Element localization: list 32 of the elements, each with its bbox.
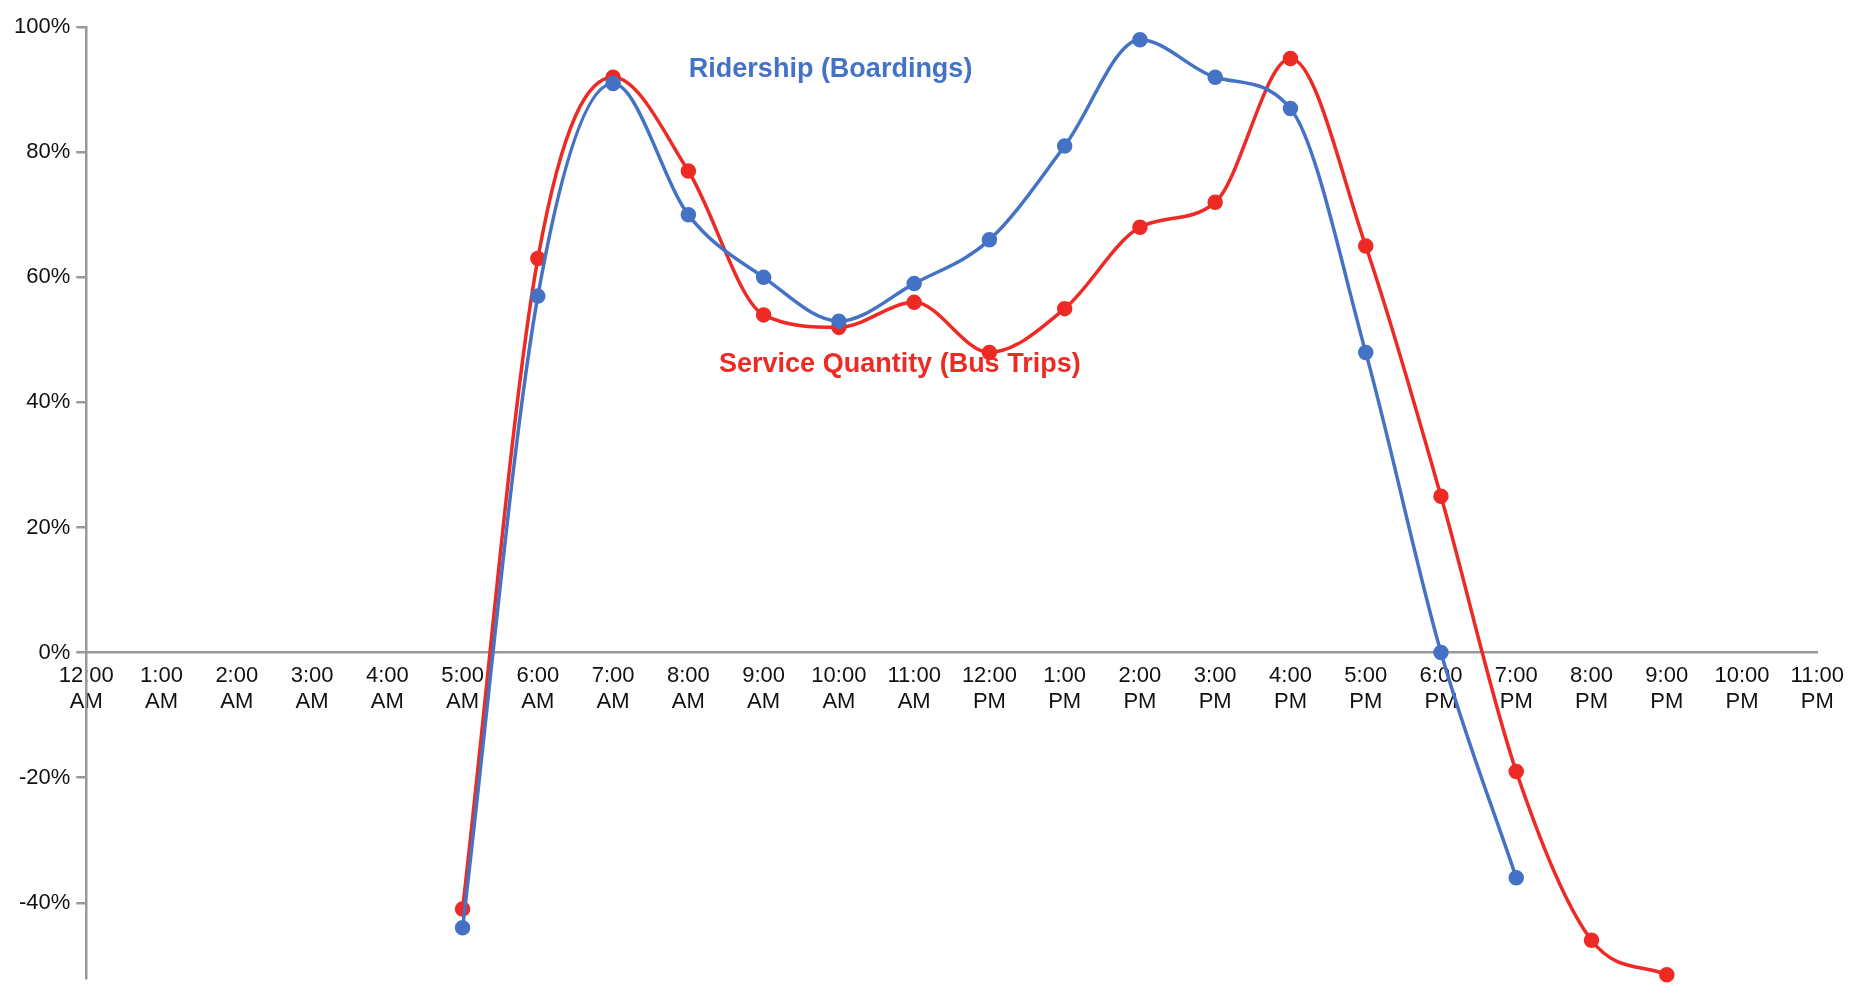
x-tick-label: 9:00 PM bbox=[1645, 661, 1689, 714]
x-tick-label: 8:00 AM bbox=[666, 661, 710, 714]
x-tick-label: 3:00 AM bbox=[290, 661, 334, 714]
x-tick-label: 10:00 AM bbox=[811, 661, 867, 714]
x-tick-label: 5:00 AM bbox=[441, 661, 484, 714]
y-tick-label: 80% bbox=[26, 138, 71, 164]
text: Ridership (Boardings) bbox=[688, 53, 973, 84]
y-tick-label: 20% bbox=[26, 513, 71, 539]
x-tick-label: 7:00 PM bbox=[1494, 661, 1538, 714]
x-tick-label: 8:00 PM bbox=[1570, 661, 1613, 714]
y-tick-label: 0% bbox=[38, 638, 71, 664]
x-tick-label: 1:00 PM bbox=[1043, 661, 1087, 714]
x-tick-label: 11:00 AM bbox=[887, 661, 941, 714]
y-tick-label: 100% bbox=[13, 13, 71, 39]
x-tick-label: 6:00 AM bbox=[516, 661, 560, 714]
y-tick-label: -40% bbox=[18, 888, 71, 914]
x-tick-label: 11:00 PM bbox=[1790, 661, 1844, 714]
x-tick-label: 12:00 PM bbox=[961, 661, 1017, 714]
x-tick-label: 2:00 AM bbox=[215, 661, 259, 714]
y-tick-label: 60% bbox=[26, 263, 71, 289]
x-tick-label: 2:00 PM bbox=[1118, 661, 1162, 714]
x-tick-label: 3:00 PM bbox=[1193, 661, 1237, 714]
x-tick-label: 4:00 AM bbox=[365, 661, 409, 714]
x-tick-label: 4:00 PM bbox=[1269, 661, 1312, 714]
series-label: Service Quantity (Bus Trips) bbox=[719, 348, 1081, 379]
x-tick-label: 1:00 AM bbox=[140, 661, 183, 714]
x-tick-label: 9:00 AM bbox=[742, 661, 786, 714]
x-tick-label: 7:00 AM bbox=[591, 661, 635, 714]
x-tick-label: 10:00 PM bbox=[1714, 661, 1770, 714]
y-tick-label: 40% bbox=[26, 388, 71, 414]
y-tick-label: -20% bbox=[18, 763, 71, 789]
x-tick-label: 5:00 PM bbox=[1344, 661, 1388, 714]
